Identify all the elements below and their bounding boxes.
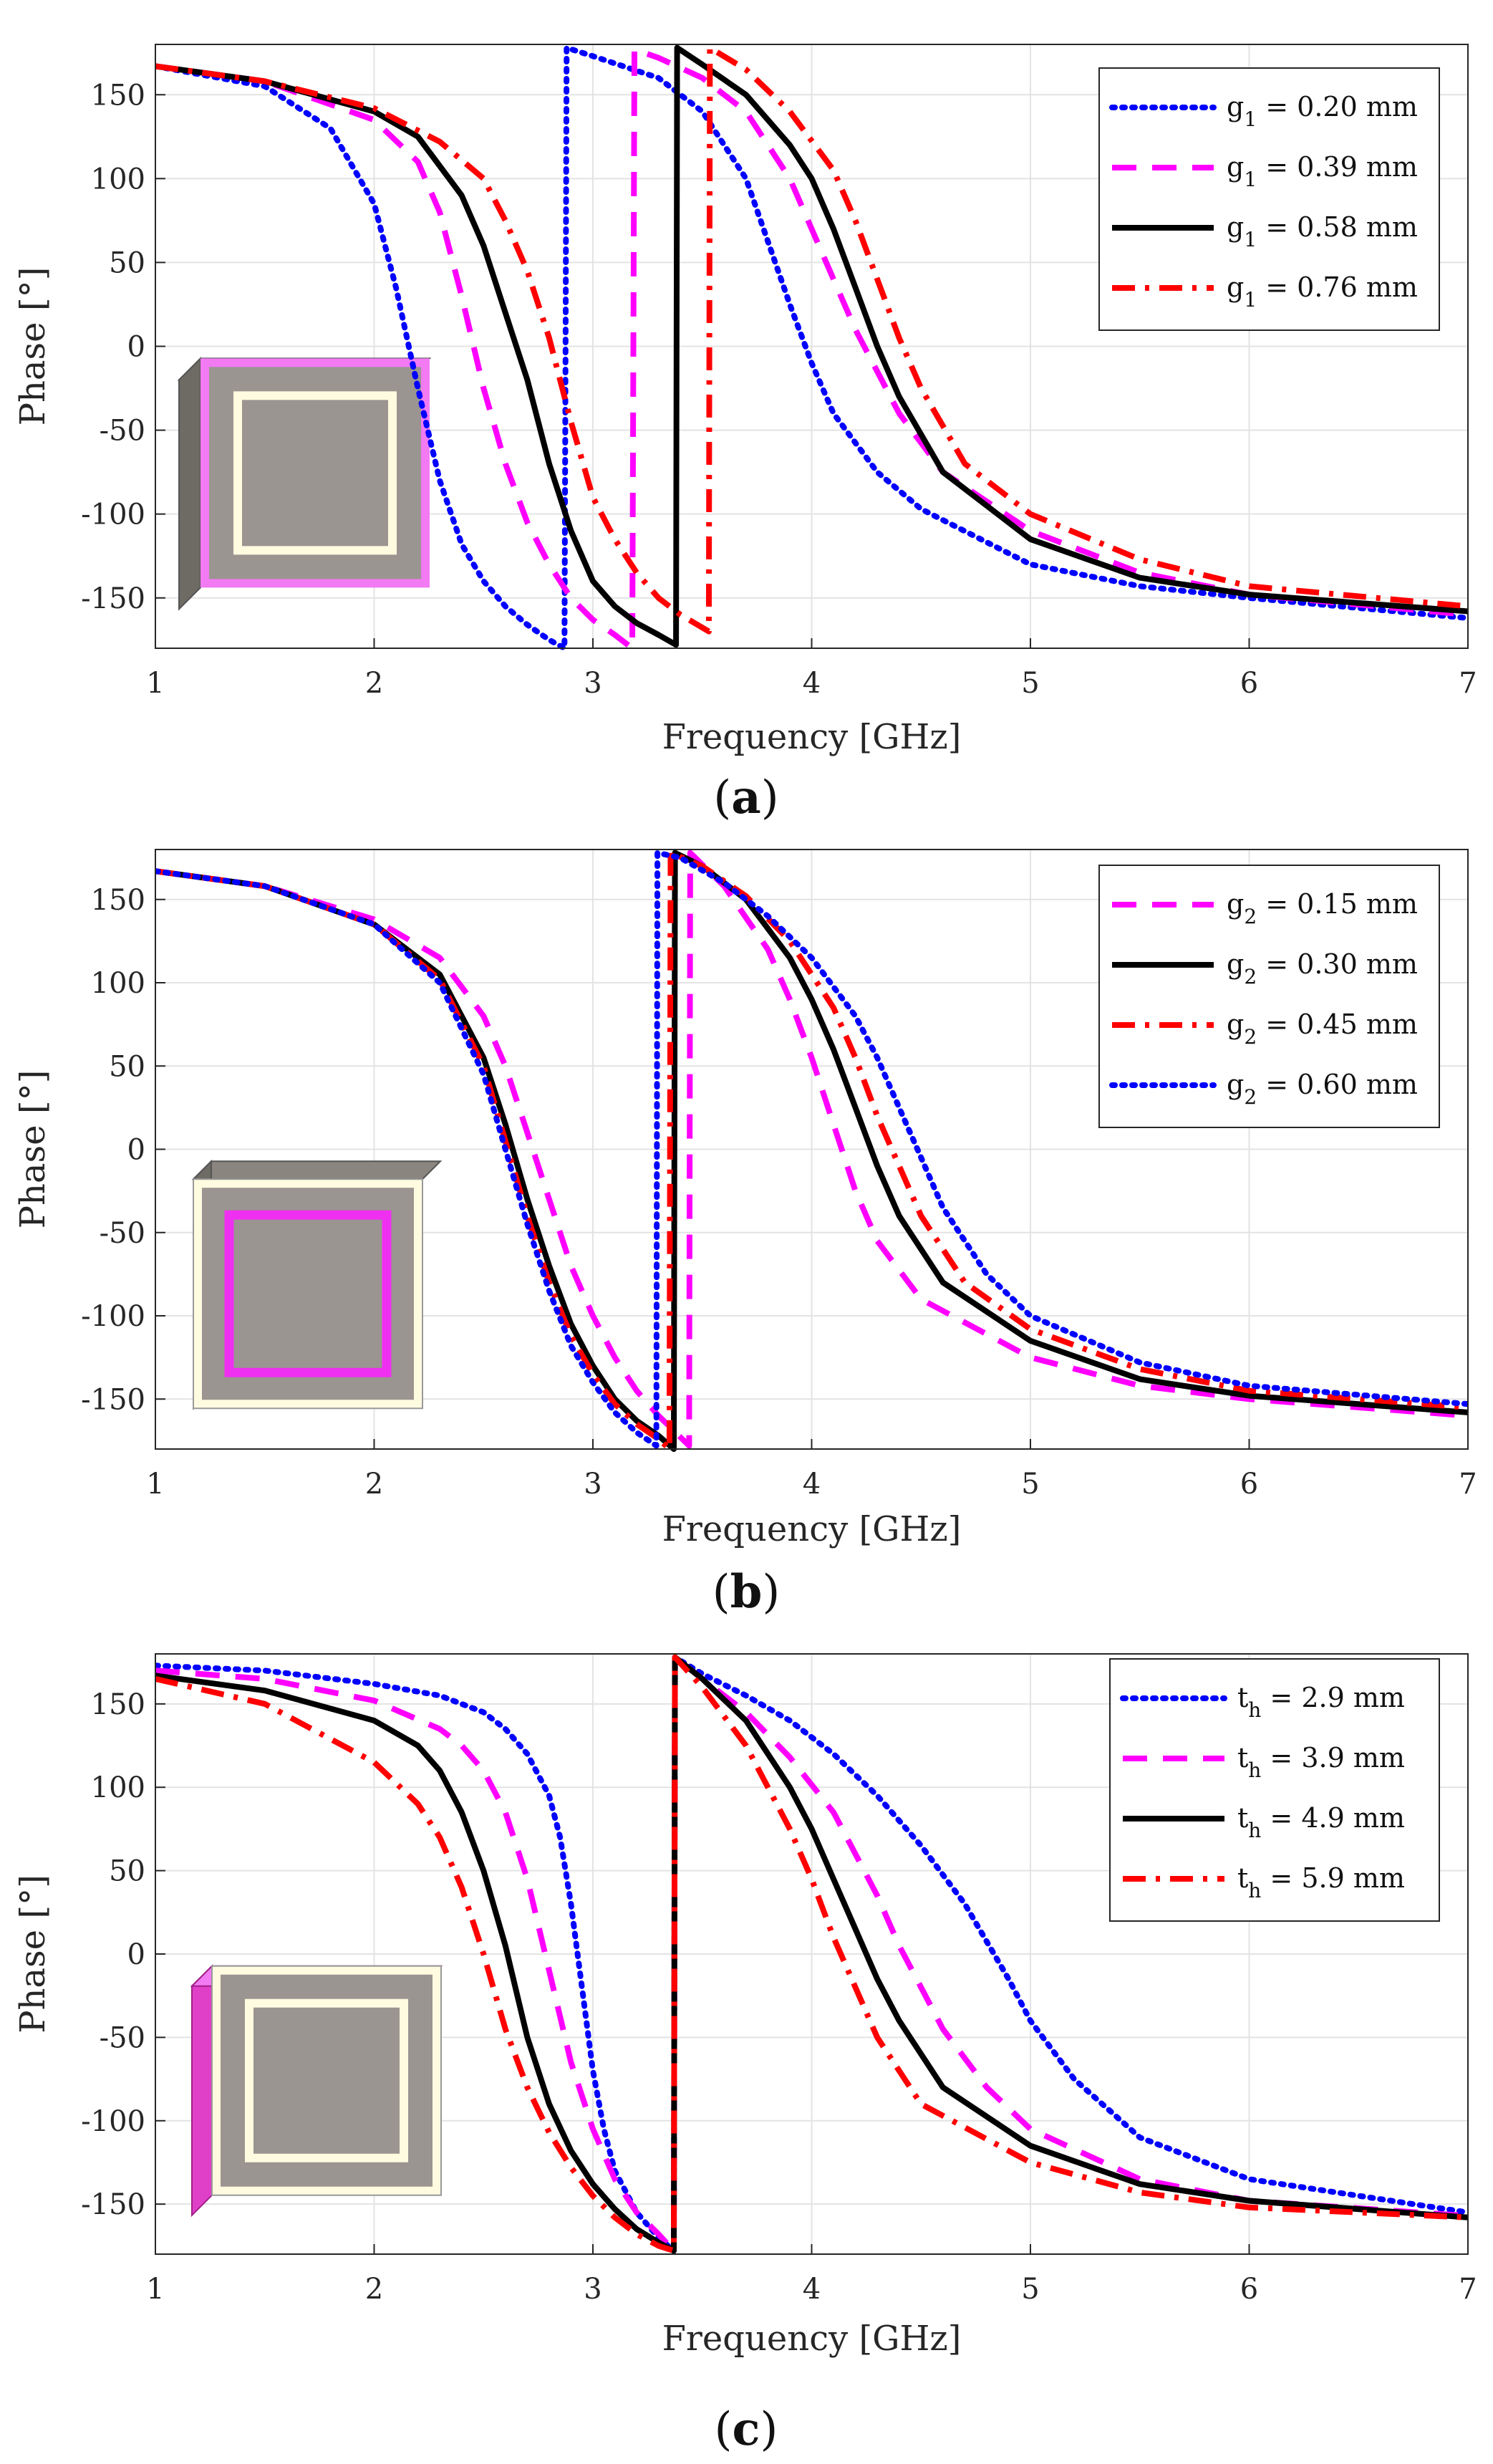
y-tick-label: 150 — [91, 884, 145, 917]
x-tick-label: 1 — [146, 2273, 164, 2306]
x-tick-label: 4 — [803, 1468, 821, 1501]
x-tick-label: 2 — [365, 1468, 383, 1501]
series-group — [155, 1654, 1468, 2254]
unit-cell-inset — [177, 356, 432, 611]
x-tick-label: 6 — [1240, 1468, 1258, 1501]
legend-entry: g1 = 0.39 mm — [1227, 151, 1418, 191]
cell-inner-gap — [224, 1210, 392, 1377]
cell-substrate-thickness — [191, 1964, 213, 2218]
y-tick-label: 100 — [91, 967, 145, 1000]
phase-chart-b: 1 2 3 4 5 6 7 150 100 50 0 -50 -100 -150 Frequency [GH… — [13, 849, 1477, 1619]
x-tick-label: 4 — [803, 2273, 821, 2306]
y-tick-label: 50 — [109, 1855, 145, 1888]
x-tick-label: 6 — [1240, 2273, 1258, 2306]
x-tick-label: 2 — [365, 2273, 383, 2306]
cell-inner-gap — [245, 1998, 408, 2162]
x-tick-label: 6 — [1240, 667, 1258, 700]
panel-caption: (b) — [712, 1565, 781, 1619]
cell-inner-gap — [233, 391, 397, 555]
y-tick-label: -100 — [81, 1300, 145, 1333]
x-tick-label: 1 — [146, 667, 164, 700]
y-tick-label: -50 — [100, 415, 145, 448]
y-tick-label: 50 — [109, 246, 145, 279]
y-tick-label: -100 — [81, 499, 145, 531]
y-axis-label: Phase [°] — [13, 1875, 53, 2034]
series-line-4 — [155, 44, 1468, 635]
legend-box — [1109, 1658, 1440, 1922]
x-tick-label: 3 — [584, 667, 601, 700]
y-tick-label: -50 — [100, 1217, 145, 1250]
x-tick-label: 5 — [1021, 2273, 1039, 2306]
legend-box — [1098, 67, 1440, 331]
y-tick-label: 100 — [91, 1771, 145, 1804]
legend-entry: th = 2.9 mm — [1237, 1682, 1405, 1722]
y-tick-label: -50 — [100, 2021, 145, 2054]
series-group — [155, 44, 1468, 651]
chart-panel-c: 1 2 3 4 5 6 7 150 100 50 0 -50 -100 -150 Frequency [GH… — [0, 1620, 1493, 2464]
phase-chart-c: 1 2 3 4 5 6 7 150 100 50 0 -50 -100 -150 Frequency [GH… — [13, 1653, 1477, 2456]
x-tick-label: 4 — [803, 667, 821, 700]
panel-caption: (a) — [713, 771, 778, 821]
x-tick-label: 1 — [146, 1468, 164, 1501]
series-line-2 — [155, 47, 1468, 651]
series-line-4 — [155, 1654, 1468, 2254]
cell-top-face — [191, 1160, 443, 1180]
series-group — [155, 850, 1468, 1452]
x-tick-label: 7 — [1459, 2273, 1477, 2306]
x-tick-label: 7 — [1459, 1468, 1477, 1501]
cell-side-face — [178, 356, 201, 611]
y-tick-label: 100 — [91, 163, 145, 196]
y-tick-label: 150 — [91, 79, 145, 112]
x-axis-label: Frequency [GHz] — [662, 2319, 962, 2359]
series-line-4 — [155, 850, 1468, 1449]
chart-panel-a: 1 2 3 4 5 6 7 150 100 50 0 -50 -100 -150 Frequency [GH… — [0, 0, 1493, 821]
chart-panel-b: 1 2 3 4 5 6 7 150 100 50 0 -50 -100 -150 Frequency [GH… — [0, 821, 1493, 1620]
x-tick-label: 5 — [1021, 1468, 1039, 1501]
legend: g2 = 0.15 mm g2 = 0.30 mm g2 = 0.45 mm g2 =… — [1098, 865, 1440, 1128]
legend-entry: th = 3.9 mm — [1237, 1742, 1405, 1782]
legend-entry: g2 = 0.60 mm — [1227, 1069, 1418, 1109]
legend: g1 = 0.20 mm g1 = 0.39 mm g1 = 0.58 mm g1 =… — [1098, 67, 1440, 331]
legend-entry: g1 = 0.20 mm — [1227, 91, 1418, 131]
y-tick-label: 0 — [127, 1134, 145, 1167]
legend-entry: g2 = 0.45 mm — [1227, 1009, 1418, 1049]
series-line-1 — [155, 850, 1468, 1449]
unit-cell-inset — [190, 1964, 443, 2218]
legend-entry: th = 4.9 mm — [1237, 1802, 1405, 1842]
legend-entry: g1 = 0.76 mm — [1227, 271, 1418, 312]
series-line-1 — [155, 44, 1468, 651]
unit-cell-inset — [191, 1159, 443, 1410]
x-axis-label: Frequency [GHz] — [662, 717, 962, 757]
y-tick-label: 50 — [109, 1050, 145, 1083]
y-tick-label: -150 — [81, 2188, 145, 2221]
legend-entry: g2 = 0.30 mm — [1227, 948, 1418, 988]
legend-entry: g1 = 0.58 mm — [1227, 211, 1418, 251]
y-tick-label: 0 — [127, 1938, 145, 1971]
legend-entry: g2 = 0.15 mm — [1227, 888, 1418, 928]
phase-chart-a: 1 2 3 4 5 6 7 150 100 50 0 -50 -100 -150 Frequency [GH… — [13, 44, 1477, 821]
series-line-3 — [155, 44, 1468, 648]
x-tick-label: 5 — [1021, 667, 1039, 700]
series-line-3 — [155, 850, 1468, 1452]
y-axis-label: Phase [°] — [13, 1070, 53, 1229]
panel-caption: (c) — [715, 2402, 778, 2456]
legend-entry: th = 5.9 mm — [1237, 1862, 1405, 1902]
series-line-2 — [155, 850, 1468, 1452]
legend: th = 2.9 mm th = 3.9 mm th = 4.9 mm th = 5.… — [1109, 1658, 1440, 1922]
y-tick-label: -100 — [81, 2105, 145, 2138]
x-tick-label: 3 — [584, 1468, 601, 1501]
x-tick-label: 7 — [1459, 667, 1477, 700]
x-axis-label: Frequency [GHz] — [662, 1509, 962, 1549]
x-tick-label: 2 — [365, 667, 383, 700]
x-tick-label: 3 — [584, 2273, 601, 2306]
y-tick-label: 150 — [91, 1688, 145, 1721]
y-tick-label: -150 — [81, 582, 145, 615]
y-axis-label: Phase [°] — [13, 267, 53, 426]
y-tick-label: 0 — [127, 331, 145, 364]
y-tick-label: -150 — [81, 1383, 145, 1416]
